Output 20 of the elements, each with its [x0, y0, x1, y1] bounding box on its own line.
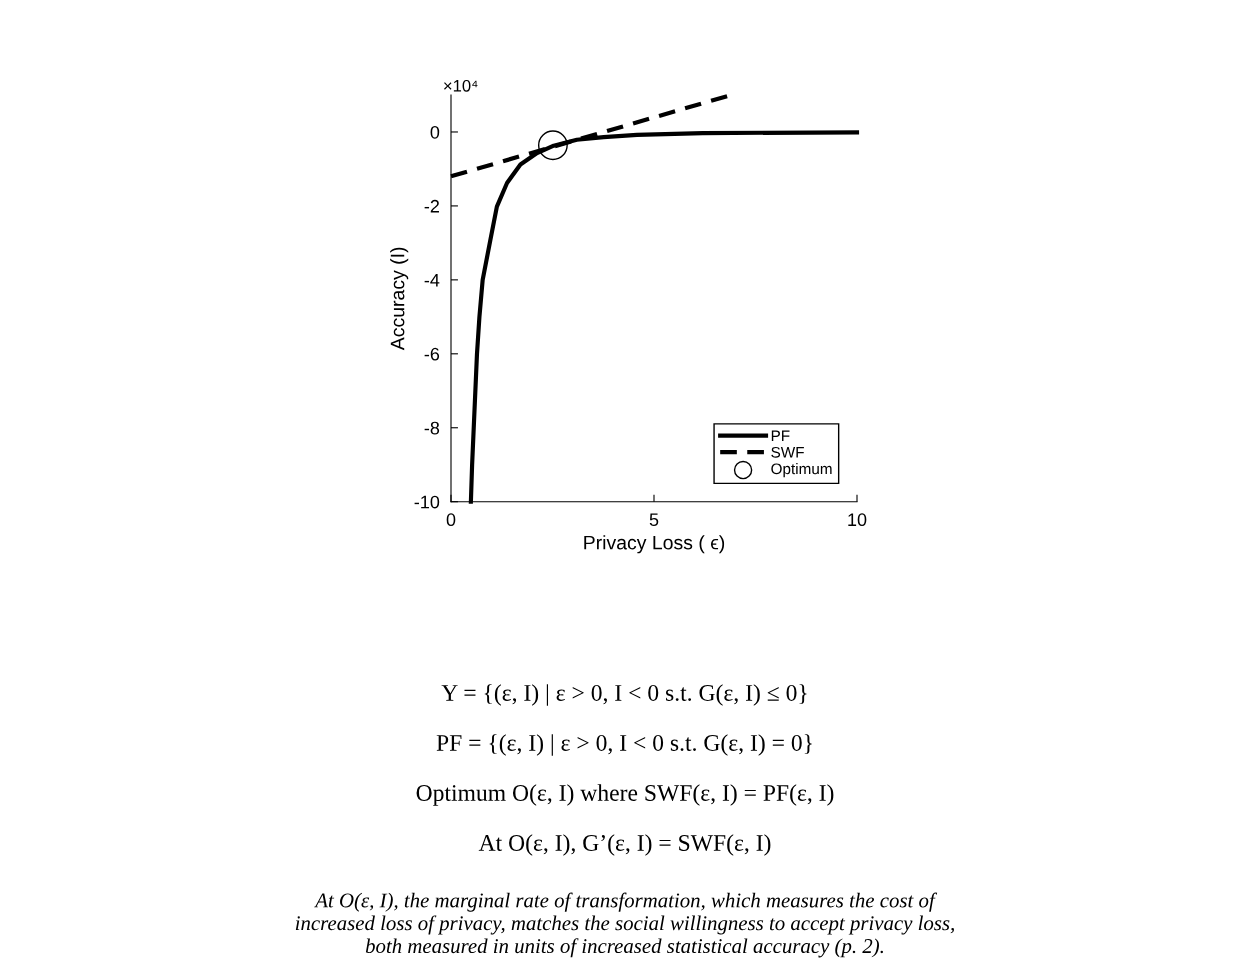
text: At O(ε, I), the marginal rate of transformation, which measures the cost of increased loss of privacy, matches the social willingness to accept privacy loss, both measured in units of increased statistical accuracy (p. 2).: [295, 892, 954, 958]
text: ×10⁴: [444, 79, 478, 92]
legend-label: Optimum: [771, 463, 832, 478]
x-tick-label: 0: [446, 513, 456, 527]
y-tick-label: -4: [424, 273, 440, 287]
text: At O(ε, I), G’(ε, I) = SWF(ε, I): [478, 834, 771, 856]
x-tick-label: 10: [848, 513, 867, 527]
legend-label: SWF: [771, 446, 804, 458]
y-tick-label: -2: [424, 199, 439, 213]
x-axis-title: Privacy Loss ( ϵ): [584, 535, 725, 554]
y-tick-label: -8: [424, 421, 440, 435]
y-tick-label: -6: [424, 347, 440, 361]
x-tick-label: 5: [649, 513, 659, 527]
y-axis-title: Accuracy (I): [390, 247, 409, 351]
text: Y = {(ε, I) | ε > 0, I < 0 s.t. G(ε, I) ≤ 0}: [441, 684, 807, 706]
y-tick-label: -10: [414, 495, 440, 509]
y-tick-label: 0: [430, 125, 440, 139]
text: PF = {(ε, I) | ε > 0, I < 0 s.t. G(ε, I) = 0}: [436, 734, 812, 756]
legend-label: PF: [771, 430, 790, 442]
text: Optimum O(ε, I) where SWF(ε, I) = PF(ε, I): [416, 784, 834, 806]
